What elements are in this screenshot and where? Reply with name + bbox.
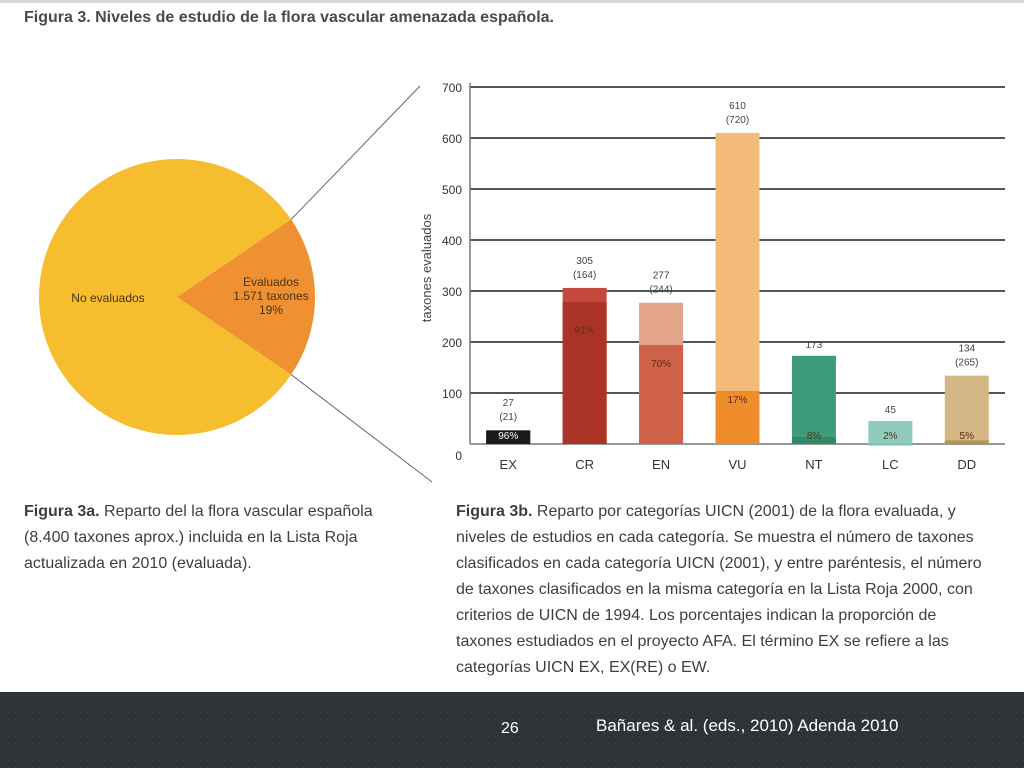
bar-value-label-cr: 305 <box>576 256 593 267</box>
bar-studied-cr <box>562 302 607 444</box>
top-divider <box>0 0 1024 3</box>
bar-value-label-nt: 173 <box>806 340 823 351</box>
caption-figure-3a: Figura 3a. Reparto del la flora vascular… <box>24 499 394 577</box>
bar-percent-label-en: 70% <box>651 359 671 370</box>
bar-studied-dd <box>944 440 989 444</box>
slide-footer: 26 Bañares & al. (eds., 2010) Adenda 201… <box>0 692 1024 768</box>
bar-value-label-vu: 610 <box>729 101 746 112</box>
bar-prev-value-label-ex: (21) <box>499 412 517 423</box>
bar-total-dd <box>944 375 989 444</box>
bar-value-label-ex: 27 <box>503 398 515 409</box>
caption-3b-text: Reparto por categorías UICN (2001) de la… <box>456 503 982 676</box>
y-tick-label-500: 500 <box>442 183 462 197</box>
bar-percent-label-nt: 8% <box>807 431 822 442</box>
pie-label-no-evaluados: No evaluados <box>71 291 144 305</box>
bar-prev-value-label-dd: (265) <box>955 358 978 369</box>
source-credit: Bañares & al. (eds., 2010) Adenda 2010 <box>596 716 899 735</box>
bar-studied-lc <box>868 443 913 446</box>
bar-prev-value-label-cr: (164) <box>573 270 596 281</box>
connector-line-bottom <box>290 374 433 483</box>
caption-figure-3b: Figura 3b. Reparto por categorías UICN (… <box>456 499 996 681</box>
y-tick-label-700: 700 <box>442 81 462 95</box>
x-tick-label-vu: VU <box>728 457 746 472</box>
y-tick-label-0: 0 <box>455 449 462 463</box>
bar-total-lc <box>868 421 913 444</box>
connector-line-top <box>290 85 421 220</box>
y-tick-label-300: 300 <box>442 285 462 299</box>
x-tick-label-nt: NT <box>805 457 822 472</box>
bar-value-label-en: 277 <box>653 271 670 282</box>
x-tick-label-dd: DD <box>957 457 976 472</box>
bar-percent-label-lc: 2% <box>883 431 898 442</box>
x-tick-label-lc: LC <box>882 457 899 472</box>
y-tick-label-200: 200 <box>442 336 462 350</box>
bar-studied-vu <box>715 390 760 444</box>
x-tick-label-cr: CR <box>575 457 594 472</box>
bar-studied-nt <box>791 436 836 444</box>
caption-3a-text: Reparto del la flora vascular española (… <box>24 503 373 572</box>
bar-percent-label-dd: 5% <box>960 431 975 442</box>
bar-studied-ex <box>486 430 531 444</box>
x-tick-label-ex: EX <box>500 457 518 472</box>
bar-total-nt <box>791 355 836 444</box>
y-tick-label-400: 400 <box>442 234 462 248</box>
slide: Figura 3. Niveles de estudio de la flora… <box>0 0 1024 692</box>
bar-prev-value-label-en: (244) <box>649 285 672 296</box>
bar-percent-label-ex: 96% <box>498 431 518 442</box>
page-number: 26 <box>501 720 519 737</box>
caption-3a-label: Figura 3a. <box>24 503 100 520</box>
y-tick-label-100: 100 <box>442 387 462 401</box>
y-axis-label: taxones evaluados <box>419 213 434 322</box>
bar-prev-value-label-vu: (720) <box>726 115 749 126</box>
pie-label-evaluados-count: 1.571 taxones <box>233 289 308 303</box>
bar-percent-label-cr: 91% <box>575 325 595 336</box>
y-tick-label-600: 600 <box>442 132 462 146</box>
bar-value-label-lc: 45 <box>885 405 897 416</box>
bar-percent-label-vu: 17% <box>727 395 747 406</box>
x-tick-label-en: EN <box>652 457 670 472</box>
bar-studied-en <box>639 345 684 444</box>
pie-label-evaluados: Evaluados <box>243 275 299 289</box>
pie-slice-no-evaluados <box>38 159 292 435</box>
caption-3b-label: Figura 3b. <box>456 503 533 520</box>
bar-value-label-dd: 134 <box>958 344 975 355</box>
figure-title: Figura 3. Niveles de estudio de la flora… <box>24 9 554 26</box>
pie-label-evaluados-percent: 19% <box>259 303 283 317</box>
pie-slice-evaluados <box>177 219 315 375</box>
